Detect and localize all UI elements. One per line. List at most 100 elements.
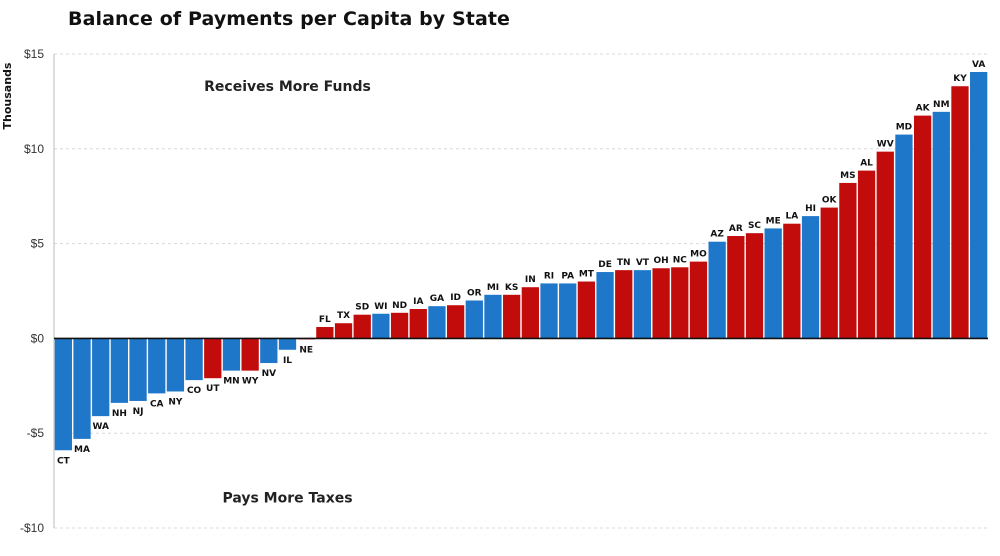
bar-label-tn: TN [617,258,631,268]
bar-label-tx: TX [337,311,350,321]
bar-label-co: CO [187,386,202,396]
bar-label-nc: NC [673,255,688,265]
bar-ri [540,283,558,339]
bar-md [895,134,913,339]
bar-label-in: IN [525,275,536,285]
bar-tn [615,270,633,339]
bar-vt [633,270,652,339]
chart-title: Balance of Payments per Capita by State [68,8,511,30]
bar-label-ri: RI [544,271,554,281]
bar-nj [129,338,147,401]
bar-label-md: MD [896,123,912,133]
bar-nc [671,267,689,339]
bar-label-ct: CT [57,456,71,466]
bar-label-ut: UT [206,384,220,394]
bar-ok [820,207,838,339]
bar-ms [839,182,857,339]
bar-label-nh: NH [112,409,127,419]
bar-me [764,228,782,339]
bar-label-ma: MA [74,445,90,455]
bar-label-ky: KY [953,74,967,84]
bar-label-sd: SD [355,303,369,313]
bar-pa [559,283,577,339]
bar-nv [260,338,278,364]
bar-mi [484,294,502,339]
bar-nm [932,111,950,339]
bar-wa [92,338,110,417]
bar-sd [353,314,371,339]
bar-or [465,300,483,339]
bar-label-ga: GA [430,294,444,304]
bar-wy [241,338,259,371]
bar-id [446,305,465,339]
bar-sc [745,233,764,339]
bar-label-ok: OK [822,196,838,206]
bar-label-pa: PA [561,271,574,281]
bar-ak [913,115,932,339]
y-tick-label: $0 [31,331,45,345]
bar-label-mt: MT [579,270,595,280]
bar-label-fl: FL [319,315,331,325]
bar-label-nv: NV [262,369,277,379]
bar-mt [577,281,596,339]
bar-label-wi: WI [374,302,387,312]
y-tick-label: $5 [31,237,45,251]
bar-hi [801,216,820,339]
bar-label-wy: WY [242,377,259,387]
bar-mo [689,261,708,339]
bar-co [185,338,203,381]
bar-label-oh: OH [654,256,669,266]
bar-ga [428,306,446,339]
annotation-receives-more-funds: Receives More Funds [204,79,371,95]
axes: $15 $10 $5 $0 -$5 -$10 [20,47,988,535]
bar-label-ca: CA [150,399,164,409]
y-tick-label: $10 [24,142,44,156]
bars [54,72,988,451]
bar-ia [409,309,427,339]
bar-tx [334,323,353,339]
bar-label-il: IL [283,356,292,366]
y-tick-label: -$5 [27,426,45,440]
y-tick-label: $15 [24,47,44,61]
bar-de [596,272,614,339]
bar-label-me: ME [766,216,781,226]
bar-label-la: LA [786,212,799,222]
bar-label-ne: NE [299,345,313,355]
bar-label-ks: KS [505,283,518,293]
bar-il [278,338,297,350]
bar-label-wa: WA [92,422,109,432]
bar-label-de: DE [598,260,612,270]
bar-label-or: OR [467,288,482,298]
bar-ca [148,338,166,394]
bar-az [708,241,726,339]
bar-label-mi: MI [487,283,499,293]
bar-label-vt: VT [636,258,650,268]
bar-ny [166,338,185,392]
bar-label-mo: MO [690,250,707,260]
bar-label-ar: AR [729,224,743,234]
bar-label-ia: IA [413,297,423,307]
bar-label-id: ID [450,293,461,303]
y-tick-label: -$10 [20,521,44,535]
bar-label-nd: ND [392,301,407,311]
bar-label-ms: MS [840,171,855,181]
bar-ks [503,294,521,339]
bar-label-sc: SC [748,221,761,231]
bar-al [857,170,876,339]
bar-ma [73,338,91,439]
bar-va [970,72,988,339]
bar-label-nj: NJ [133,407,144,417]
bar-label-wv: WV [877,140,894,150]
bar-ar [727,236,745,339]
bar-in [521,287,539,339]
bar-ct [54,338,72,451]
bar-label-mn: MN [223,377,240,387]
bar-label-nm: NM [933,100,950,110]
bar-label-al: AL [860,159,873,169]
bar-label-ak: AK [916,104,931,114]
bar-oh [652,268,670,339]
bar-wv [876,151,894,339]
bar-ut [204,338,222,379]
bar-label-hi: HI [805,204,816,214]
